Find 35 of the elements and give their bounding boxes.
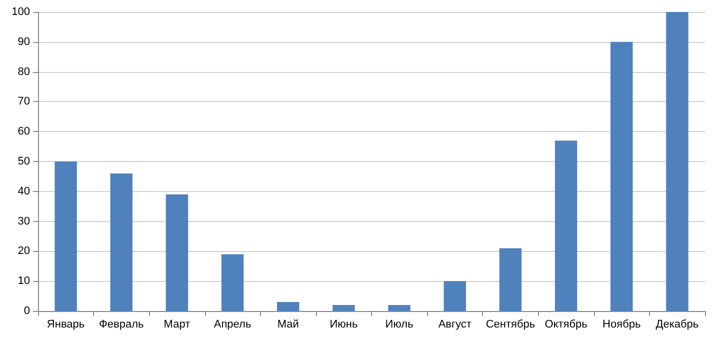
y-tick-label: 10 [18,275,30,288]
bar [277,302,300,311]
y-tick-label: 90 [18,36,30,48]
bar [610,42,633,311]
bar [54,162,77,311]
x-tick-label: Январь [46,318,85,330]
bar [110,173,132,311]
bar [221,254,244,311]
y-tick-label: 20 [18,245,30,258]
y-tick-label: 80 [18,66,30,78]
x-tick-label: Июнь [330,318,358,330]
y-tick-label: 40 [18,185,30,198]
y-tick-label: 60 [18,126,30,138]
bar [499,248,522,311]
x-tick-label: Сентябрь [486,318,536,330]
y-tick-label: 70 [18,96,30,108]
y-tick-label: 100 [12,6,30,18]
y-tick-label: 0 [24,305,30,317]
bar [444,281,466,311]
bar [388,305,410,311]
x-tick-label: Март [164,318,190,330]
bar [666,12,688,311]
y-tick-label: 50 [18,156,30,168]
bar [554,140,578,311]
bar [166,194,188,311]
bar [332,305,355,311]
x-tick-label: Апрель [214,318,252,330]
x-tick-label: Ноябрь [602,318,641,330]
x-tick-label: Июль [385,318,414,330]
x-tick-label: Август [438,318,472,330]
y-tick-label: 30 [18,215,30,228]
x-tick-label: Декабрь [656,318,699,330]
x-tick-label: Октябрь [544,318,588,330]
x-tick-label: Февраль [99,318,144,330]
x-tick-label: Май [277,318,299,330]
